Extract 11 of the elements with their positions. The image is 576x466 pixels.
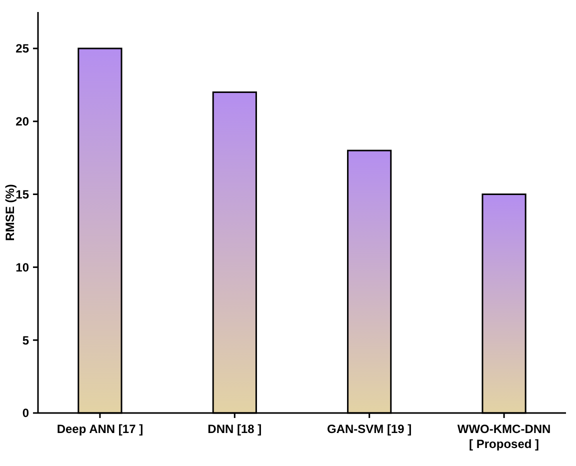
y-tick-label: 15 <box>16 187 30 202</box>
y-axis-title: RMSE (%) <box>3 184 17 241</box>
y-tick-label: 20 <box>16 114 30 129</box>
x-tick-label: Deep ANN [17 ] <box>56 422 144 436</box>
y-tick-label: 5 <box>22 333 30 348</box>
y-tick-label: 0 <box>22 406 30 420</box>
y-tick-label: 25 <box>16 42 30 56</box>
x-tick-label: DNN [18 ] <box>208 422 262 436</box>
y-tick-label: 10 <box>16 260 30 274</box>
x-tick-label: WWO-KMC-DNN [ Proposed ] <box>457 422 551 451</box>
x-tick-label: GAN-SVM [19 ] <box>327 422 412 436</box>
